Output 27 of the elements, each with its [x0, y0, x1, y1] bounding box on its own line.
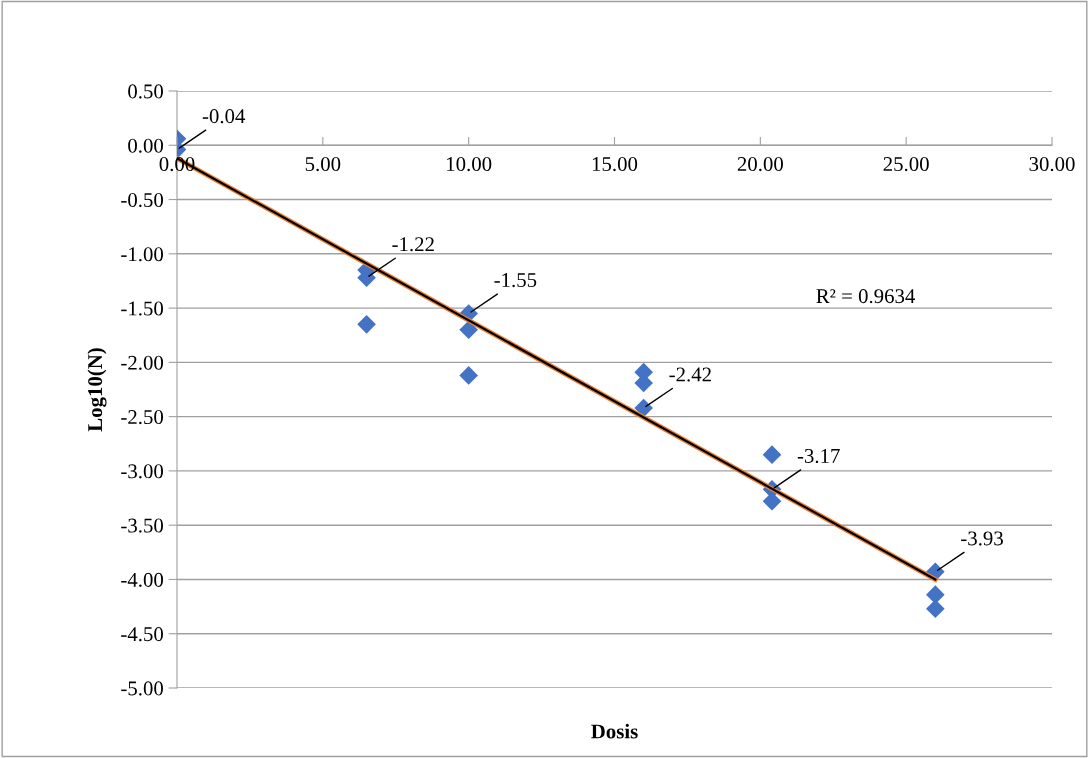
y-tick-label: -4.50 [121, 627, 164, 642]
x-tick-label: 30.00 [1029, 156, 1075, 172]
y-tick-label: 0.50 [128, 84, 164, 99]
annotation: -3.93 [961, 531, 1003, 546]
annotation: -0.04 [202, 109, 246, 124]
y-tick-label: -2.50 [121, 410, 164, 425]
y-tick-label: -5.00 [121, 681, 164, 696]
x-tick-label: 10.00 [447, 156, 492, 172]
y-tick-label: 0.00 [128, 138, 164, 153]
annotation: -1.55 [494, 273, 537, 288]
annotation: -1.22 [392, 237, 434, 252]
x-tick-label: 15.00 [592, 156, 638, 172]
x-tick-label: 5.00 [305, 156, 341, 172]
y-tick-label: -1.00 [121, 247, 164, 262]
x-axis-title: Dosis [591, 723, 638, 739]
y-tick-label: -4.00 [121, 572, 164, 587]
y-axis-title: Log10(N) [87, 348, 107, 432]
annotation: R² = 0.9634 [816, 289, 916, 304]
x-tick-label: 25.00 [883, 156, 929, 172]
y-tick-label: -0.50 [121, 192, 164, 208]
annotation: -3.17 [797, 448, 840, 463]
y-tick-label: -1.50 [121, 301, 164, 316]
y-tick-label: -2.00 [121, 355, 164, 370]
x-tick-label: 20.00 [737, 156, 783, 172]
y-tick-label: -3.50 [121, 518, 164, 533]
y-tick-label: -3.00 [121, 464, 164, 479]
annotation: -2.42 [669, 367, 711, 382]
